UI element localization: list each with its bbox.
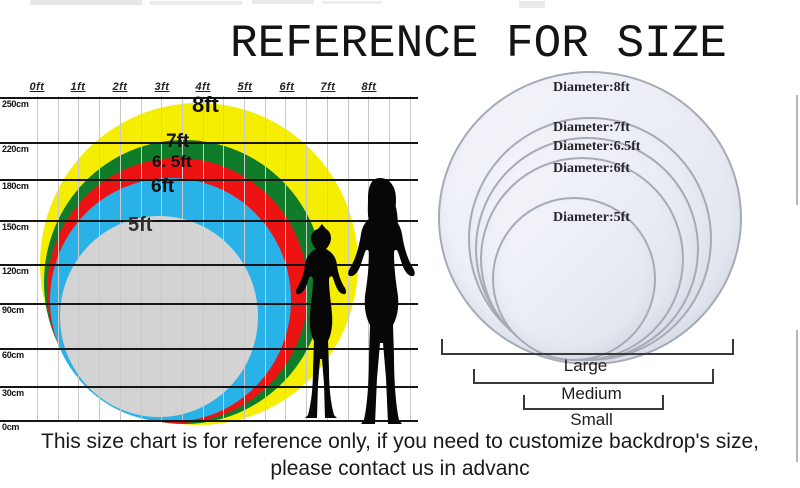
bracket-small (523, 395, 664, 410)
grid-vline (181, 96, 183, 420)
cm-axis-label: 60cm (2, 350, 24, 360)
grid-hline (0, 97, 418, 99)
grid-vline (37, 96, 38, 420)
diameter-label-6-5ft: Diameter:6.5ft (553, 139, 641, 154)
grid-vline (244, 96, 245, 420)
child-silhouette (295, 224, 347, 418)
bracket-medium (473, 369, 714, 384)
cropped-banner-artifact (322, 1, 382, 4)
grid-hline (0, 264, 418, 266)
page-title: REFERENCE FOR SIZE (230, 18, 727, 70)
grid-vline (264, 96, 266, 420)
disclaimer-line-1: This size chart is for reference only, i… (41, 430, 759, 453)
bracket-label-small: Small (570, 410, 613, 429)
grid-hline (0, 348, 418, 350)
diameter-label-6ft: Diameter:6ft (553, 161, 630, 176)
cm-axis-label: 150cm (2, 222, 29, 232)
diameter-label-5ft: Diameter:5ft (553, 210, 630, 225)
ft-axis-label: 6ft (279, 81, 295, 93)
ft-axis-label: 3ft (154, 81, 170, 93)
cropped-banner-artifact (252, 0, 314, 4)
grid-vline (223, 96, 225, 420)
circle-label-7ft: 7ft (166, 131, 190, 152)
diameter-label-8ft: Diameter:8ft (553, 80, 630, 95)
bracket-large (441, 339, 734, 355)
grid-vline (78, 96, 80, 420)
cm-axis-label: 90cm (2, 305, 24, 315)
grid-vline (119, 96, 121, 420)
grid-hline (0, 142, 418, 144)
cm-axis-label: 180cm (2, 181, 29, 191)
bracket-label-large: Large (563, 356, 608, 375)
cm-axis-label: 30cm (2, 388, 24, 398)
cm-axis-label: 120cm (2, 266, 29, 276)
grid-hline (0, 386, 418, 388)
bracket-label-medium: Medium (561, 384, 622, 403)
circle-label-6-5ft: 6. 5ft (152, 152, 192, 171)
grid-vline (99, 96, 101, 420)
grid-vline (161, 96, 163, 420)
grid-vline (306, 96, 308, 420)
cropped-banner-artifact (150, 1, 242, 5)
disclaimer-line-2: please contact us in advanc (270, 457, 530, 480)
cm-axis-label: 220cm (2, 144, 29, 154)
ft-axis-label: 2ft (112, 81, 128, 93)
ft-axis-label: 0ft (29, 81, 45, 93)
ft-axis-label: 8ft (361, 81, 377, 93)
grid-vline (347, 96, 349, 420)
diameter-label-7ft: Diameter:7ft (553, 120, 630, 135)
cropped-bracket-artifact (796, 330, 798, 462)
grid-vline (285, 96, 287, 420)
circle-label-6ft: 6ft (151, 176, 175, 197)
grid-vline (368, 96, 370, 420)
circle-label-5ft: 5ft (128, 214, 153, 236)
panel-circle-5ft (492, 197, 656, 361)
circle-label-8ft: 8ft (192, 92, 219, 117)
grid-hline (0, 420, 418, 422)
ft-axis-label: 7ft (320, 81, 336, 93)
circle-5ft (60, 216, 258, 417)
grid-hline (0, 303, 418, 305)
cm-axis-label: 250cm (2, 99, 29, 109)
cropped-bracket-artifact (796, 95, 798, 205)
cm-axis-label: 0cm (2, 422, 20, 432)
grid-vline (140, 96, 142, 420)
ft-axis-label: 4ft (195, 81, 211, 93)
cropped-banner-artifact (30, 0, 142, 5)
ft-axis-label: 1ft (70, 81, 86, 93)
ft-axis-label: 5ft (237, 81, 253, 93)
woman-silhouette (348, 178, 415, 424)
grid-vline (57, 96, 59, 420)
grid-hline (0, 179, 418, 181)
grid-hline (0, 220, 418, 222)
cropped-banner-artifact (519, 1, 545, 8)
grid-vline (202, 96, 204, 420)
grid-vline (409, 96, 411, 420)
